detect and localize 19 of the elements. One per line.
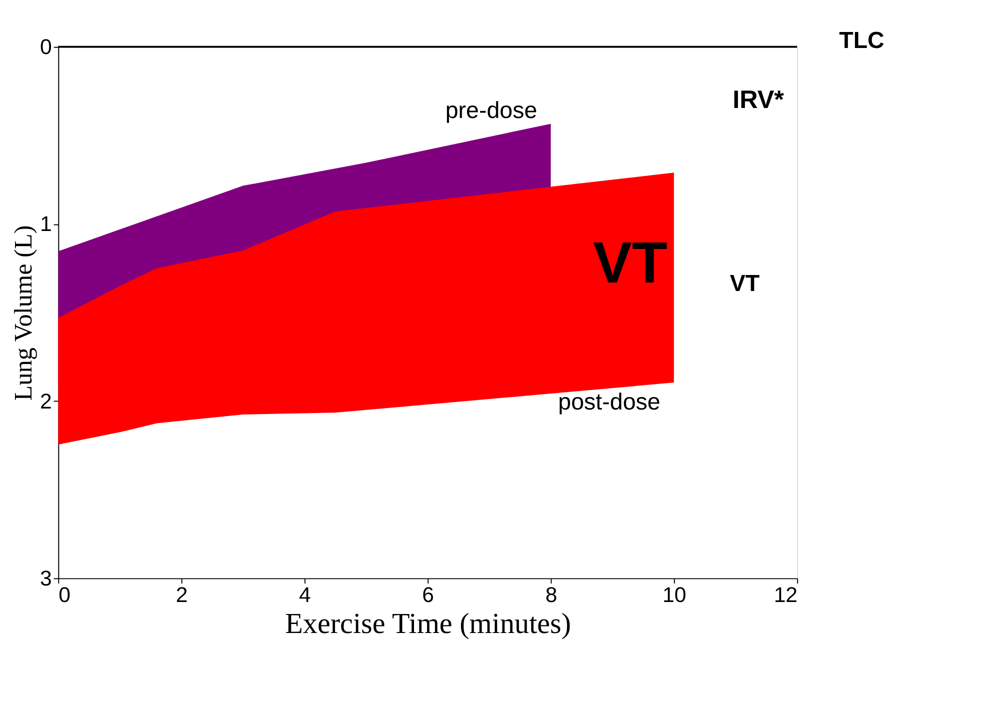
- annotation: IRV*: [732, 86, 784, 114]
- annotation: VT: [730, 270, 760, 296]
- y-tick-label: 1: [40, 212, 52, 236]
- y-axis-title: Lung Volume (L): [10, 225, 38, 401]
- series-label: post-dose: [558, 388, 660, 415]
- annotation: VT: [593, 230, 668, 296]
- x-axis-title: Exercise Time (minutes): [285, 608, 572, 640]
- ref-line-label: TLC: [839, 26, 885, 53]
- series-label: pre-dose: [445, 96, 538, 123]
- y-tick-label: 2: [40, 389, 52, 414]
- x-tick-label: 2: [176, 582, 188, 607]
- y-tick-label: 0: [40, 35, 52, 60]
- x-tick-label: 12: [774, 582, 798, 607]
- x-tick-label: 0: [58, 582, 71, 607]
- x-tick-label: 10: [662, 582, 686, 607]
- y-tick-label: 3: [40, 566, 52, 590]
- x-tick-label: 4: [299, 582, 312, 607]
- x-tick-label: 8: [545, 582, 558, 607]
- x-tick-label: 6: [422, 582, 434, 607]
